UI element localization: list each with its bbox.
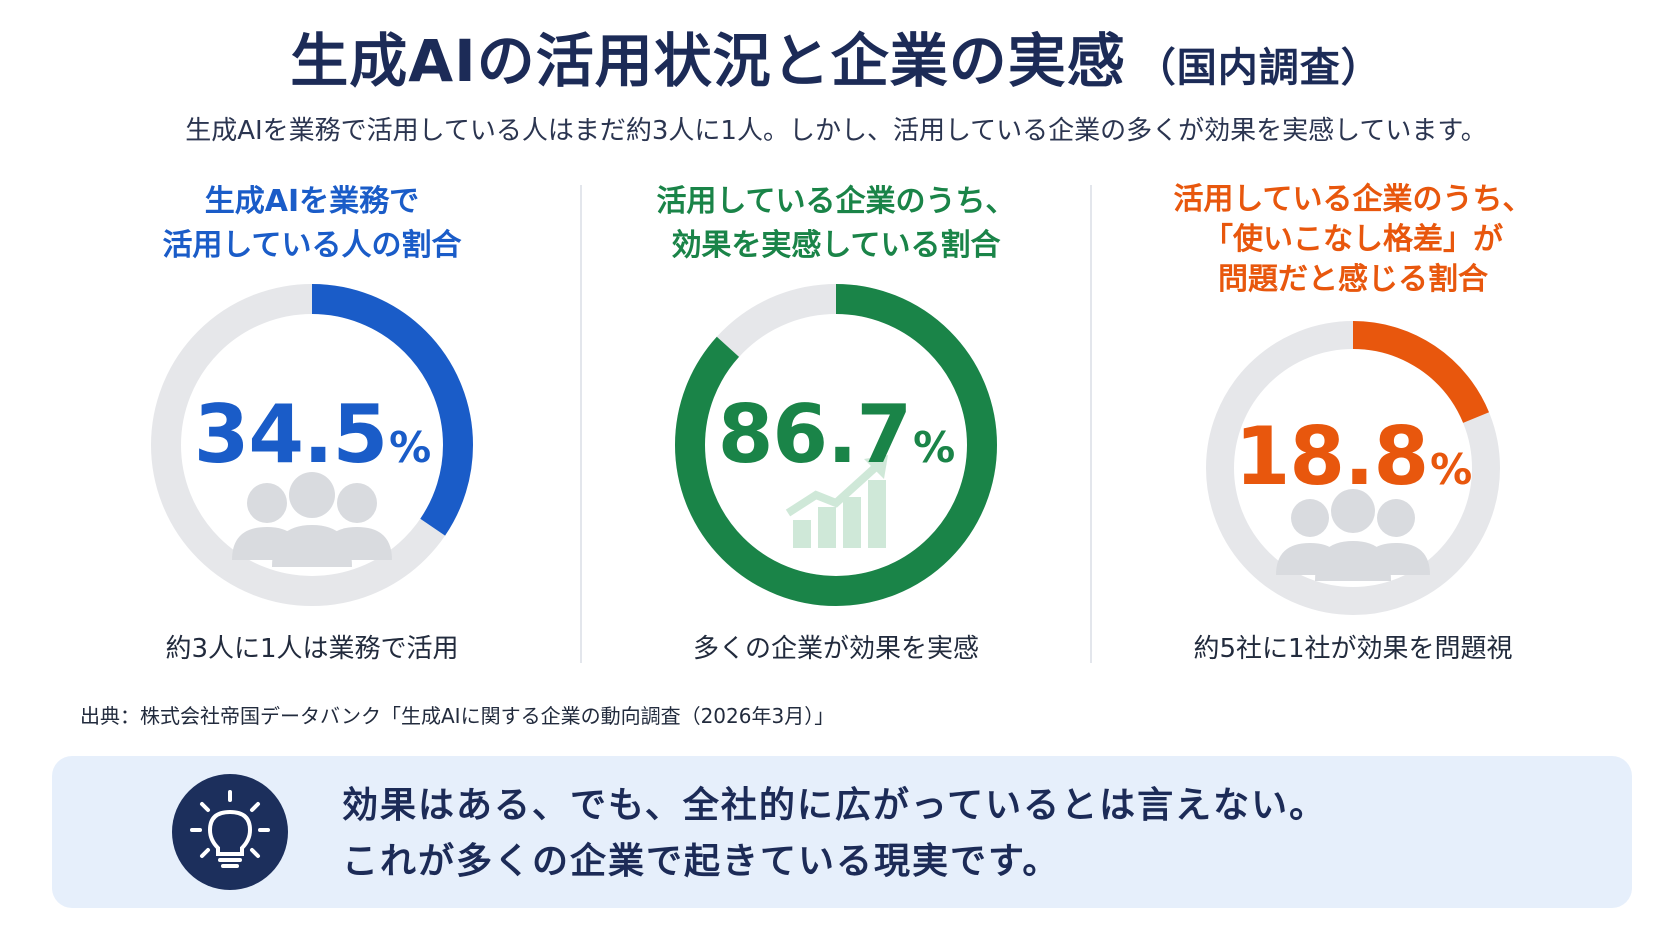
panel-caption: 約5社に1社が効果を問題視 — [1193, 634, 1513, 664]
source-citation: 出典：株式会社帝国データバンク「生成AIに関する企業の動向調査（2026年3月）… — [80, 704, 835, 728]
column-divider — [1090, 185, 1092, 663]
percent-unit: % — [913, 423, 955, 472]
donut-chart — [151, 284, 473, 606]
panel-heading-line: 「使いこなし格差」が — [1203, 222, 1503, 257]
percent-value: 18.8% — [1093, 410, 1613, 503]
people-group-icon — [1276, 489, 1430, 581]
donut-value-arc — [1206, 321, 1500, 615]
percent-unit: % — [1430, 445, 1472, 494]
donut-chart — [675, 284, 997, 606]
column-divider — [580, 185, 582, 663]
panel-heading-line: 活用している企業のうち、 — [1173, 182, 1533, 217]
panel-caption: 多くの企業が効果を実感 — [692, 634, 979, 664]
panel-heading-line: 活用している人の割合 — [162, 228, 462, 263]
page-title-suffix: （国内調査） — [1135, 45, 1382, 91]
page-subtitle: 生成AIを業務で活用している人はまだ約3人に1人。しかし、活用している企業の多く… — [185, 116, 1487, 146]
page-title: 生成AIの活用状況と企業の実感 （国内調査） — [0, 14, 1672, 98]
percent-number: 86.7 — [717, 388, 912, 481]
lightbulb-icon — [172, 774, 288, 890]
stat-panel-effect-realized: 活用している企業のうち、 効果を実感している割合 86.7% 多くの企業が効果を… — [576, 180, 1096, 680]
page-title-main: 生成AIの活用状況と企業の実感 — [290, 27, 1126, 95]
stat-panel-ai-usage: 生成AIを業務で 活用している人の割合 34.5% 約3人に1人は業務で活用 — [52, 180, 572, 680]
panel-heading: 生成AIを業務で 活用している人の割合 — [52, 180, 572, 268]
panel-caption: 約3人に1人は業務で活用 — [165, 634, 459, 664]
stat-panel-skill-gap: 活用している企業のうち、 「使いこなし格差」が 問題だと感じる割合 18.8% … — [1093, 180, 1613, 680]
percent-number: 18.8 — [1234, 410, 1429, 503]
panel-heading-line: 問題だと感じる割合 — [1218, 262, 1488, 297]
panel-heading-line: 活用している企業のうち、 — [656, 184, 1016, 219]
donut-chart — [1206, 321, 1500, 615]
callout-line: これが多くの企業で起きている現実です。 — [342, 841, 1061, 882]
percent-value: 86.7% — [576, 388, 1096, 481]
people-group-icon — [232, 472, 392, 567]
percent-number: 34.5 — [193, 388, 388, 481]
panel-heading-line: 生成AIを業務で — [204, 184, 420, 219]
growth-chart-icon — [785, 455, 888, 548]
percent-unit: % — [389, 423, 431, 472]
panel-heading-line: 効果を実感している割合 — [671, 228, 1001, 263]
callout-box: 効果はある、でも、全社的に広がっているとは言えない。 これが多くの企業で起きてい… — [52, 756, 1632, 908]
panel-heading: 活用している企業のうち、 「使いこなし格差」が 問題だと感じる割合 — [1093, 180, 1613, 300]
donut-value-arc — [675, 284, 997, 606]
callout-message: 効果はある、でも、全社的に広がっているとは言えない。 これが多くの企業で起きてい… — [342, 778, 1327, 890]
donut-value-arc — [151, 284, 473, 606]
callout-line: 効果はある、でも、全社的に広がっているとは言えない。 — [342, 785, 1328, 826]
percent-value: 34.5% — [52, 388, 572, 481]
panel-heading: 活用している企業のうち、 効果を実感している割合 — [576, 180, 1096, 268]
